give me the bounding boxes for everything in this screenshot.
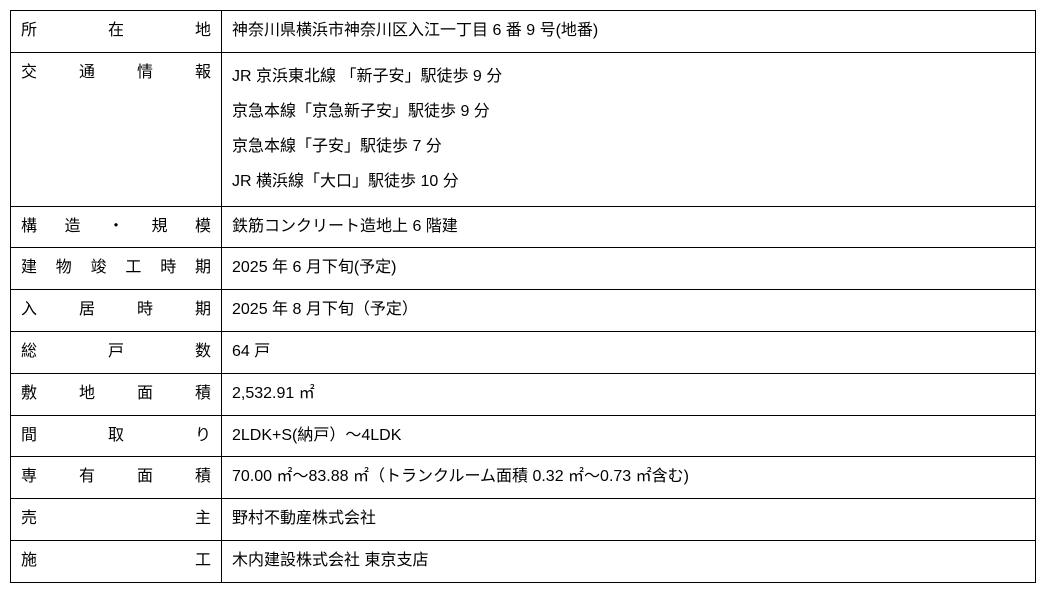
table-row: 専有面積 70.00 ㎡～83.88 ㎡（トランクルーム面積 0.32 ㎡～0.…	[11, 457, 1036, 499]
row-label: 所在地	[11, 11, 222, 53]
transport-line: 京急本線「京急新子安」駅徒歩 9 分	[232, 103, 490, 120]
row-label: 専有面積	[11, 457, 222, 499]
row-value: 木内建設株式会社 東京支店	[222, 540, 1036, 582]
table-row: 交通情報 JR 京浜東北線 「新子安」駅徒歩 9 分 京急本線「京急新子安」駅徒…	[11, 52, 1036, 206]
row-value: 70.00 ㎡～83.88 ㎡（トランクルーム面積 0.32 ㎡～0.73 ㎡含…	[222, 457, 1036, 499]
table-row: 入居時期 2025 年 8 月下旬（予定）	[11, 290, 1036, 332]
table-row: 売主 野村不動産株式会社	[11, 499, 1036, 541]
row-value: 鉄筋コンクリート造地上 6 階建	[222, 206, 1036, 248]
transport-line: 京急本線「子安」駅徒歩 7 分	[232, 138, 442, 155]
row-value: 2LDK+S(納戸）～4LDK	[222, 415, 1036, 457]
row-value: 神奈川県横浜市神奈川区入江一丁目 6 番 9 号(地番)	[222, 11, 1036, 53]
table-row: 構造・規模 鉄筋コンクリート造地上 6 階建	[11, 206, 1036, 248]
transport-line: JR 横浜線「大口」駅徒歩 10 分	[232, 173, 459, 190]
transport-line: JR 京浜東北線 「新子安」駅徒歩 9 分	[232, 68, 502, 85]
row-value: 64 戸	[222, 331, 1036, 373]
row-value: JR 京浜東北線 「新子安」駅徒歩 9 分 京急本線「京急新子安」駅徒歩 9 分…	[222, 52, 1036, 206]
row-label: 交通情報	[11, 52, 222, 206]
table-body: 所在地 神奈川県横浜市神奈川区入江一丁目 6 番 9 号(地番) 交通情報 JR…	[11, 11, 1036, 583]
row-value: 2025 年 8 月下旬（予定）	[222, 290, 1036, 332]
row-value: 2,532.91 ㎡	[222, 373, 1036, 415]
row-label: 構造・規模	[11, 206, 222, 248]
row-label: 施工	[11, 540, 222, 582]
row-label: 建物竣工時期	[11, 248, 222, 290]
row-label: 間取り	[11, 415, 222, 457]
row-label: 売主	[11, 499, 222, 541]
table-row: 施工 木内建設株式会社 東京支店	[11, 540, 1036, 582]
property-spec-table: 所在地 神奈川県横浜市神奈川区入江一丁目 6 番 9 号(地番) 交通情報 JR…	[10, 10, 1036, 583]
row-label: 敷地面積	[11, 373, 222, 415]
table-row: 間取り 2LDK+S(納戸）～4LDK	[11, 415, 1036, 457]
table-row: 建物竣工時期 2025 年 6 月下旬(予定)	[11, 248, 1036, 290]
row-label: 総戸数	[11, 331, 222, 373]
table-row: 総戸数 64 戸	[11, 331, 1036, 373]
table-row: 敷地面積 2,532.91 ㎡	[11, 373, 1036, 415]
table-row: 所在地 神奈川県横浜市神奈川区入江一丁目 6 番 9 号(地番)	[11, 11, 1036, 53]
row-value: 2025 年 6 月下旬(予定)	[222, 248, 1036, 290]
row-label: 入居時期	[11, 290, 222, 332]
row-value: 野村不動産株式会社	[222, 499, 1036, 541]
